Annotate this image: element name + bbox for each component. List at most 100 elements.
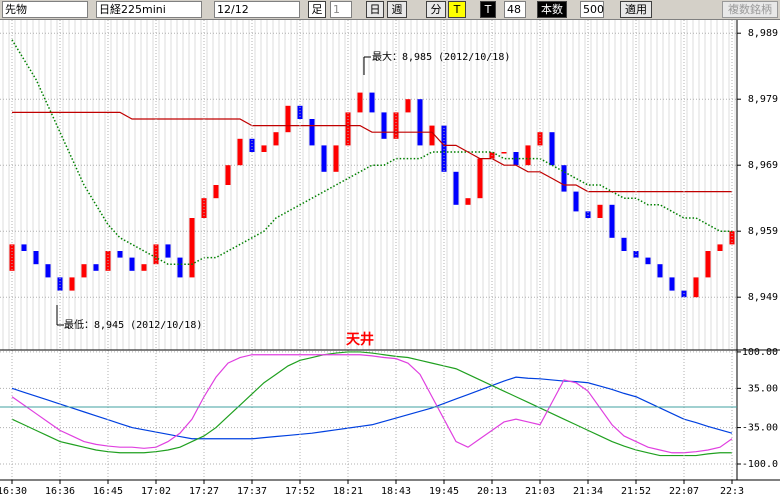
right-axis-panel — [737, 20, 780, 500]
candle — [417, 99, 423, 146]
x-tick-label: 22:07 — [669, 486, 699, 497]
y-tick-label: 100.00 — [742, 347, 778, 358]
count-label: 本数 — [537, 1, 567, 18]
tick-button[interactable]: T — [448, 1, 466, 18]
x-tick-label: 16:36 — [45, 486, 75, 497]
y-tick-label: 8,949 — [748, 292, 778, 303]
bar-label: 足 — [308, 1, 326, 18]
chart: 最低：8,945 (2012/10/18) 最大：8,985 (2012/10/… — [0, 20, 780, 500]
max-annotation: 最大：8,985 (2012/10/18) — [372, 50, 510, 63]
candle — [297, 105, 303, 119]
x-tick-label: 21:03 — [525, 486, 555, 497]
x-tick-label: 17:02 — [141, 486, 171, 497]
candle — [333, 145, 339, 172]
candle — [369, 92, 375, 113]
candle — [621, 237, 627, 251]
y-tick-label: 8,959 — [748, 226, 778, 237]
interval-input[interactable]: 1 — [330, 1, 352, 18]
symbol-select[interactable]: 日経225mini — [96, 1, 202, 18]
series-line — [11, 354, 733, 454]
series-line — [11, 376, 733, 440]
y-tick-label: 8,989 — [748, 28, 778, 39]
candle — [501, 152, 507, 154]
candle — [213, 185, 219, 199]
week-button[interactable]: 週 — [387, 1, 407, 18]
candle — [321, 145, 327, 172]
candle — [537, 132, 543, 146]
candle — [429, 125, 435, 146]
candle — [693, 277, 699, 298]
candle — [249, 138, 255, 152]
candle — [561, 165, 567, 192]
background-hatch — [0, 20, 737, 350]
candle — [609, 204, 615, 238]
candle — [309, 119, 315, 146]
candle — [453, 171, 459, 205]
apply-button[interactable]: 適用 — [620, 1, 652, 18]
candle — [705, 251, 711, 278]
y-tick-label: 8,979 — [748, 94, 778, 105]
candle — [69, 277, 75, 291]
y-tick-label: 8,969 — [748, 160, 778, 171]
minute-button[interactable]: 分 — [426, 1, 446, 18]
candle — [273, 132, 279, 146]
candle — [405, 99, 411, 113]
series-line — [11, 351, 732, 457]
candle — [261, 145, 267, 152]
candle — [525, 145, 531, 166]
candle — [141, 264, 147, 271]
y-tick-label: -100.0 — [742, 459, 778, 470]
y-tick-label: -35.00 — [742, 423, 778, 434]
candle — [381, 112, 387, 139]
ceiling-label: 天井 — [346, 331, 374, 348]
candle — [81, 264, 87, 278]
candle — [237, 138, 243, 166]
x-tick-label: 21:52 — [621, 486, 651, 497]
candle — [441, 125, 447, 172]
candle — [225, 165, 231, 185]
x-tick-label: 20:13 — [477, 486, 507, 497]
candle — [717, 244, 723, 251]
x-tick-label: 21:34 — [573, 486, 603, 497]
multi-button[interactable]: 複数銘柄 — [722, 1, 778, 18]
min-annotation: 最低：8,945 (2012/10/18) — [64, 318, 202, 331]
contract-select[interactable]: 12/12 — [214, 1, 300, 18]
x-tick-label: 16:45 — [93, 486, 123, 497]
candle — [21, 244, 27, 251]
series-line — [12, 111, 732, 193]
x-tick-label: 16:30 — [0, 486, 27, 497]
x-tick-label: 22:3 — [720, 486, 744, 497]
x-tick-label: 18:43 — [381, 486, 411, 497]
market-select[interactable]: 先物 — [2, 1, 88, 18]
candle — [729, 231, 735, 245]
candle — [93, 264, 99, 271]
candle — [45, 264, 51, 278]
x-tick-label: 19:45 — [429, 486, 459, 497]
candle — [465, 198, 471, 205]
candle — [477, 158, 483, 199]
x-tick-label: 18:21 — [333, 486, 363, 497]
t-button[interactable]: T — [480, 1, 496, 18]
count-input[interactable]: 48 — [504, 1, 526, 18]
candle — [285, 105, 291, 133]
candle — [117, 251, 123, 258]
candle — [165, 244, 171, 258]
candle — [657, 264, 663, 278]
candle — [357, 92, 363, 113]
candle — [597, 204, 603, 218]
candle — [573, 191, 579, 212]
candle — [177, 257, 183, 278]
day-button[interactable]: 日 — [366, 1, 384, 18]
x-tick-label: 17:27 — [189, 486, 219, 497]
y-tick-label: 35.00 — [748, 383, 778, 394]
candle — [129, 257, 135, 271]
count2-input[interactable]: 500 — [580, 1, 604, 18]
candle — [189, 218, 195, 278]
x-tick-label: 17:52 — [285, 486, 315, 497]
candle — [201, 198, 207, 218]
toolbar: 先物 日経225mini 12/12 足 1 日 週 分 T T 48 本数 5… — [0, 0, 780, 20]
candle — [645, 257, 651, 265]
candle — [585, 211, 591, 218]
candle — [33, 251, 39, 265]
